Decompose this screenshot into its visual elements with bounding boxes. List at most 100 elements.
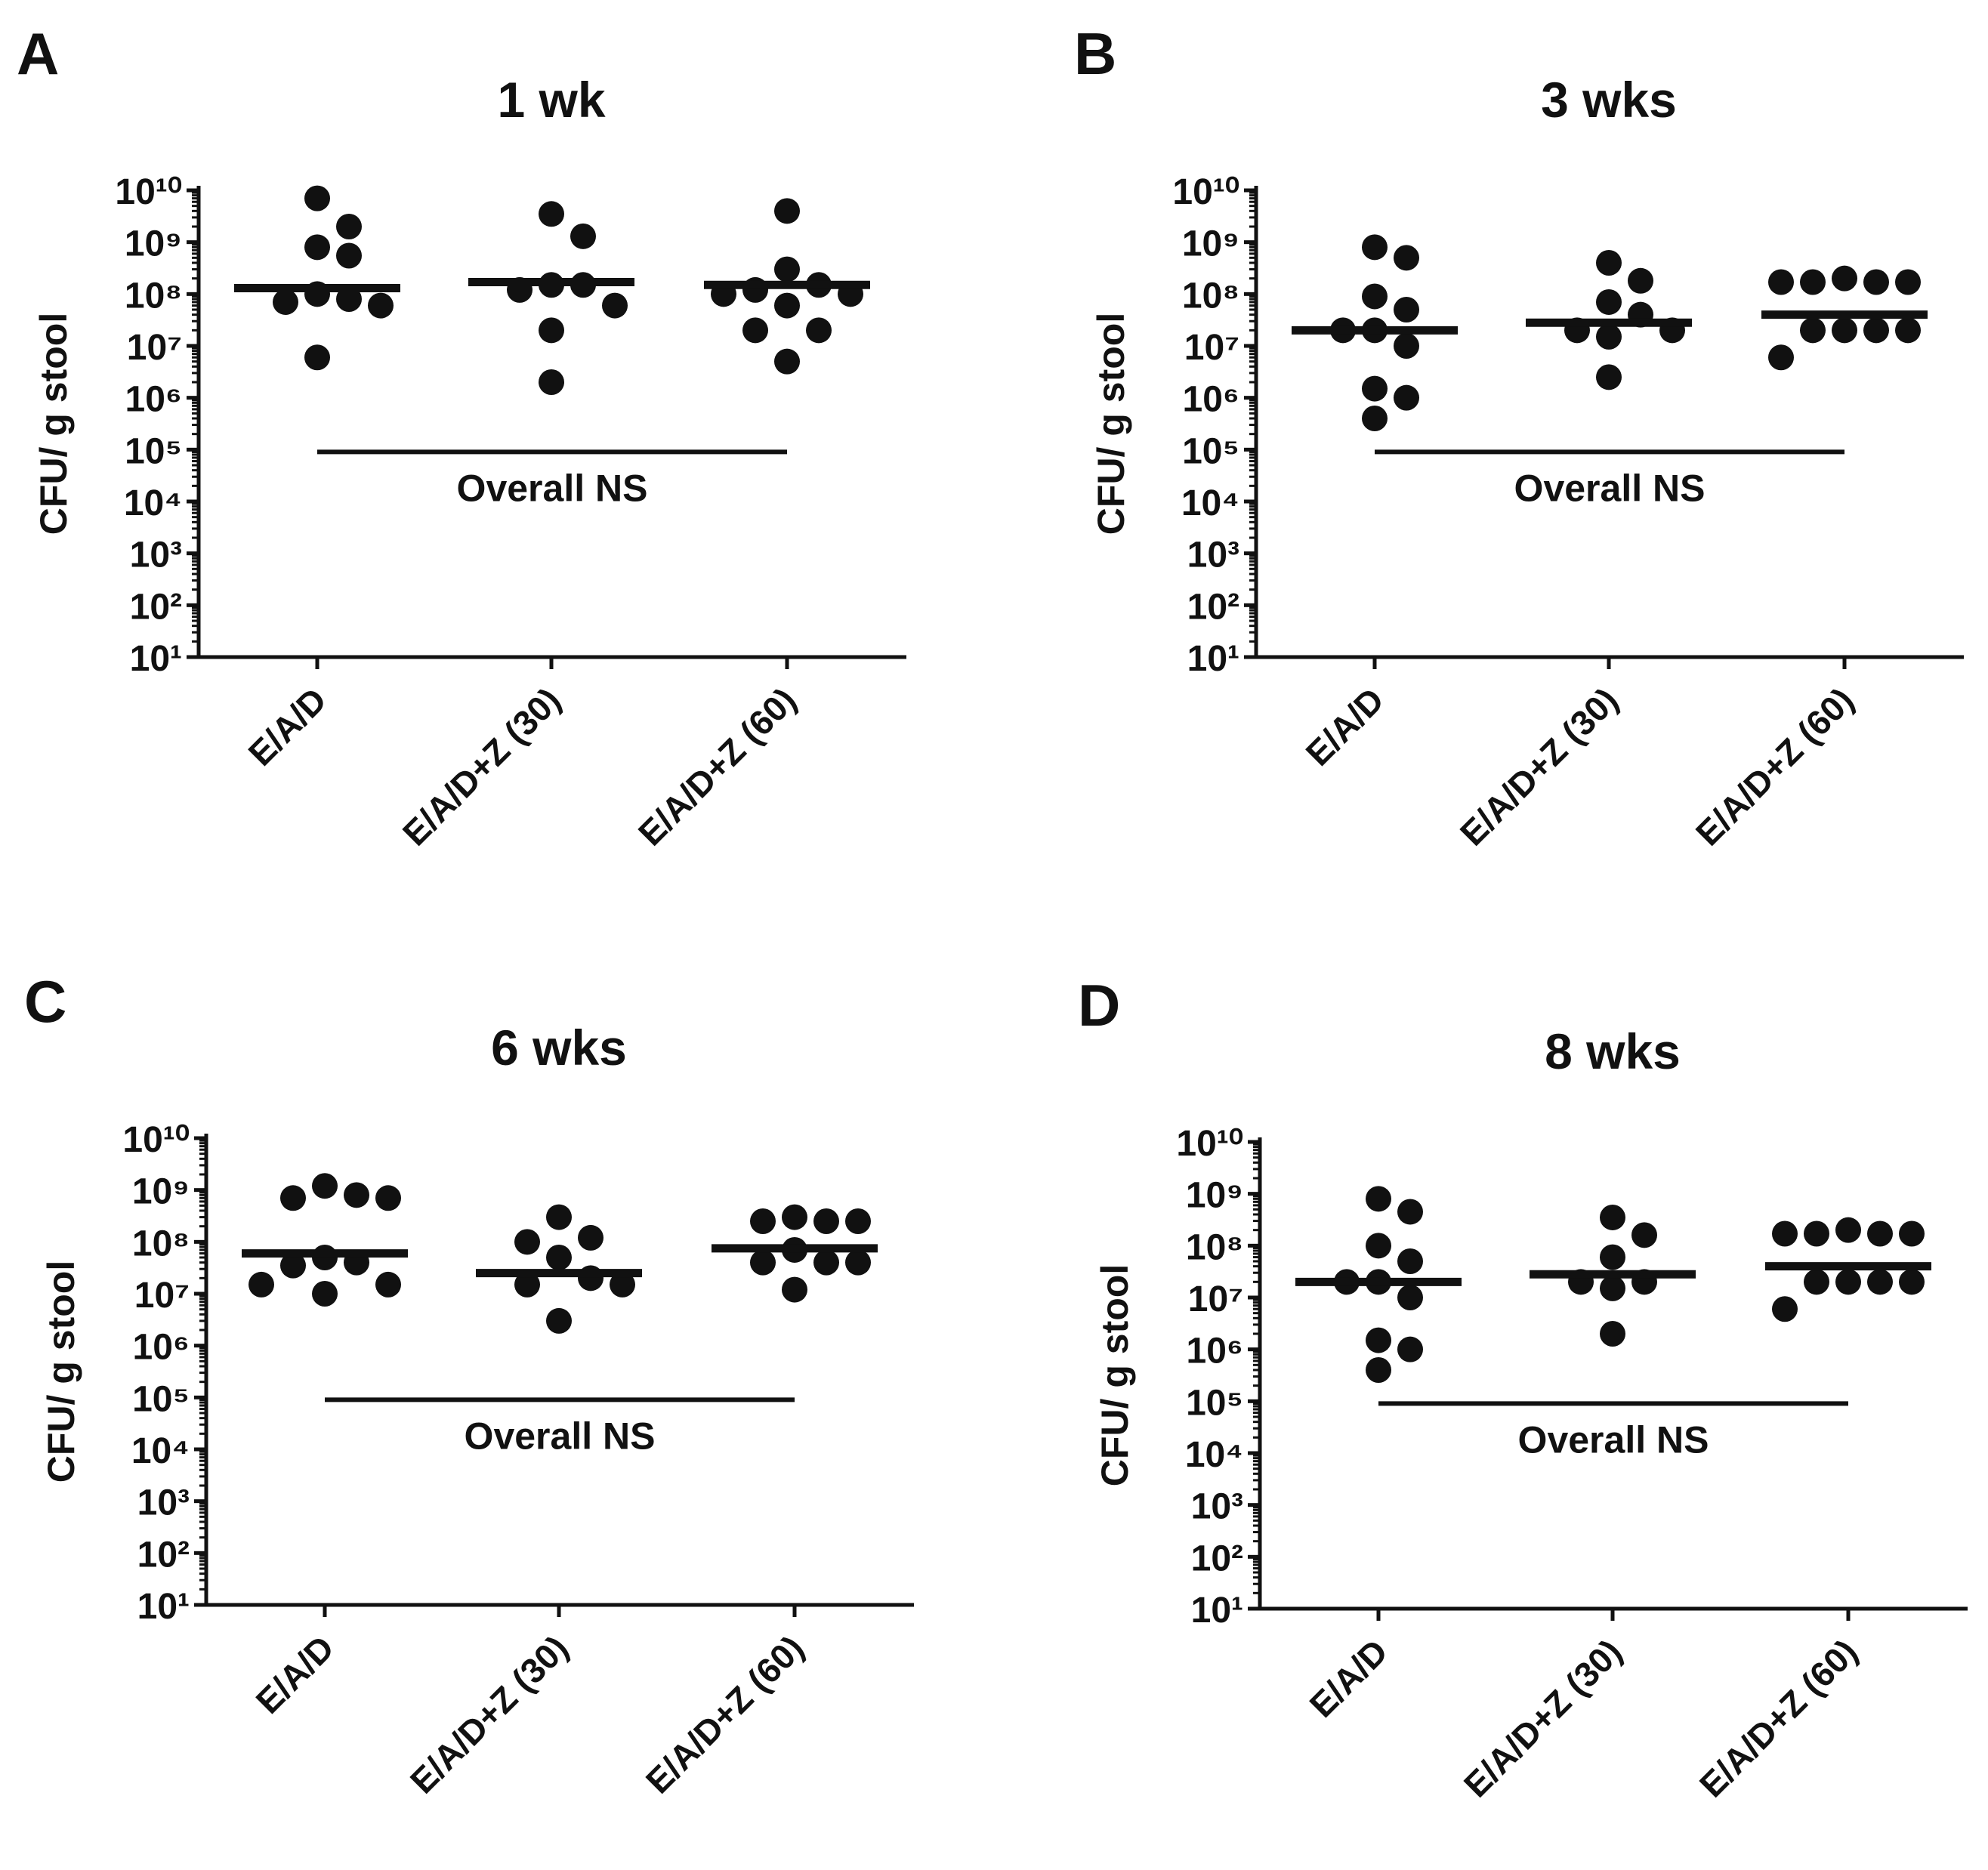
data-point	[539, 369, 564, 395]
data-point	[1600, 1320, 1625, 1347]
y-tick-label: 10⁸	[125, 276, 182, 316]
data-point	[1366, 1327, 1391, 1353]
data-point	[1835, 1217, 1861, 1243]
data-point	[1600, 1275, 1625, 1301]
data-point	[312, 1173, 338, 1199]
data-point	[280, 1252, 306, 1279]
data-point	[782, 1276, 807, 1303]
y-tick-label: 10²	[1187, 587, 1239, 627]
panel-letter: A	[17, 20, 59, 87]
chart-title: 1 wk	[497, 72, 605, 128]
y-tick-label: 10⁸	[132, 1224, 190, 1264]
y-tick-label: 10⁴	[124, 483, 182, 523]
data-point	[742, 317, 768, 344]
y-tick-label: 10¹⁰	[1172, 172, 1239, 212]
data-point	[1362, 405, 1388, 431]
data-point	[375, 1271, 401, 1298]
data-point	[1362, 283, 1388, 310]
data-point	[514, 1271, 540, 1298]
y-tick-label: 10⁵	[1186, 1383, 1243, 1423]
y-tick-label: 10³	[130, 535, 182, 576]
significance-label: Overall NS	[465, 1415, 656, 1457]
y-tick-label: 10¹⁰	[122, 1120, 190, 1160]
y-tick-label: 10⁶	[1187, 1332, 1244, 1372]
data-point	[546, 1307, 572, 1334]
x-tick-label: E/A/D+Z (30)	[1456, 1631, 1629, 1804]
data-point	[1768, 269, 1794, 295]
y-tick-label: 10³	[1187, 535, 1239, 576]
data-point	[1397, 1248, 1423, 1275]
significance-label: Overall NS	[1518, 1418, 1709, 1461]
data-point	[1800, 269, 1826, 295]
data-point	[304, 344, 330, 371]
data-point	[1772, 1296, 1798, 1322]
data-point	[1362, 234, 1388, 261]
data-point	[750, 1208, 776, 1235]
panel-letter: C	[24, 968, 66, 1035]
x-tick-label: E/A/D+Z (60)	[1692, 1631, 1865, 1804]
data-point	[1863, 269, 1889, 295]
data-point	[774, 256, 800, 282]
y-axis-label: CFU/ g stool	[32, 313, 75, 535]
y-tick-label: 10⁸	[1182, 276, 1239, 316]
data-point	[304, 185, 330, 211]
data-point	[344, 1182, 369, 1208]
y-tick-label: 10⁶	[125, 380, 183, 420]
data-point	[845, 1249, 871, 1276]
y-tick-label: 10¹	[137, 1587, 190, 1627]
data-point	[248, 1271, 274, 1298]
y-tick-label: 10⁶	[1183, 380, 1240, 420]
data-point	[1394, 384, 1419, 411]
y-tick-label: 10³	[137, 1483, 190, 1523]
data-point	[1895, 269, 1921, 295]
data-point	[1804, 1269, 1829, 1295]
y-tick-label: 10⁸	[1186, 1227, 1243, 1267]
y-tick-label: 10³	[1191, 1487, 1243, 1527]
y-tick-label: 10⁷	[1188, 1279, 1243, 1319]
data-point	[813, 1208, 839, 1235]
y-tick-label: 10¹⁰	[115, 172, 182, 212]
panel-letter: B	[1074, 20, 1116, 87]
y-tick-label: 10⁵	[125, 431, 182, 471]
y-tick-label: 10⁷	[1184, 328, 1239, 368]
x-tick-label: E/A/D	[248, 1628, 342, 1721]
data-point	[1362, 375, 1388, 402]
y-tick-label: 10¹	[1191, 1591, 1243, 1631]
data-point	[774, 292, 800, 319]
x-tick-label: E/A/D+Z (60)	[631, 680, 804, 853]
data-point	[1596, 364, 1622, 390]
data-point	[539, 201, 564, 227]
data-point	[1366, 1356, 1391, 1383]
data-point	[1628, 267, 1653, 294]
data-point	[774, 198, 800, 224]
data-point	[1800, 317, 1826, 344]
data-point	[304, 234, 330, 261]
x-tick-label: E/A/D+Z (30)	[1452, 680, 1625, 853]
data-point	[750, 1249, 776, 1276]
data-point	[1596, 323, 1622, 350]
x-tick-label: E/A/D	[241, 680, 335, 773]
data-point	[578, 1224, 604, 1251]
data-point	[845, 1208, 871, 1235]
data-point	[1600, 1244, 1625, 1270]
chart-title: 6 wks	[491, 1020, 627, 1075]
data-point	[1596, 249, 1622, 276]
data-point	[1397, 1199, 1423, 1225]
y-tick-label: 10⁹	[1182, 224, 1239, 264]
y-tick-label: 10⁶	[133, 1328, 190, 1368]
y-tick-label: 10²	[130, 587, 182, 627]
data-point	[368, 292, 394, 319]
chart-title: 8 wks	[1545, 1023, 1681, 1079]
data-point	[1394, 333, 1419, 359]
significance-label: Overall NS	[457, 467, 648, 509]
data-point	[1832, 265, 1857, 292]
y-tick-label: 10⁷	[127, 328, 182, 368]
data-point	[539, 317, 564, 344]
data-point	[375, 1185, 401, 1211]
y-tick-label: 10²	[137, 1535, 190, 1575]
data-point	[1867, 1269, 1893, 1295]
data-point	[806, 317, 832, 344]
data-point	[1899, 1269, 1925, 1295]
y-tick-label: 10⁴	[1181, 483, 1239, 523]
data-point	[1867, 1220, 1893, 1247]
